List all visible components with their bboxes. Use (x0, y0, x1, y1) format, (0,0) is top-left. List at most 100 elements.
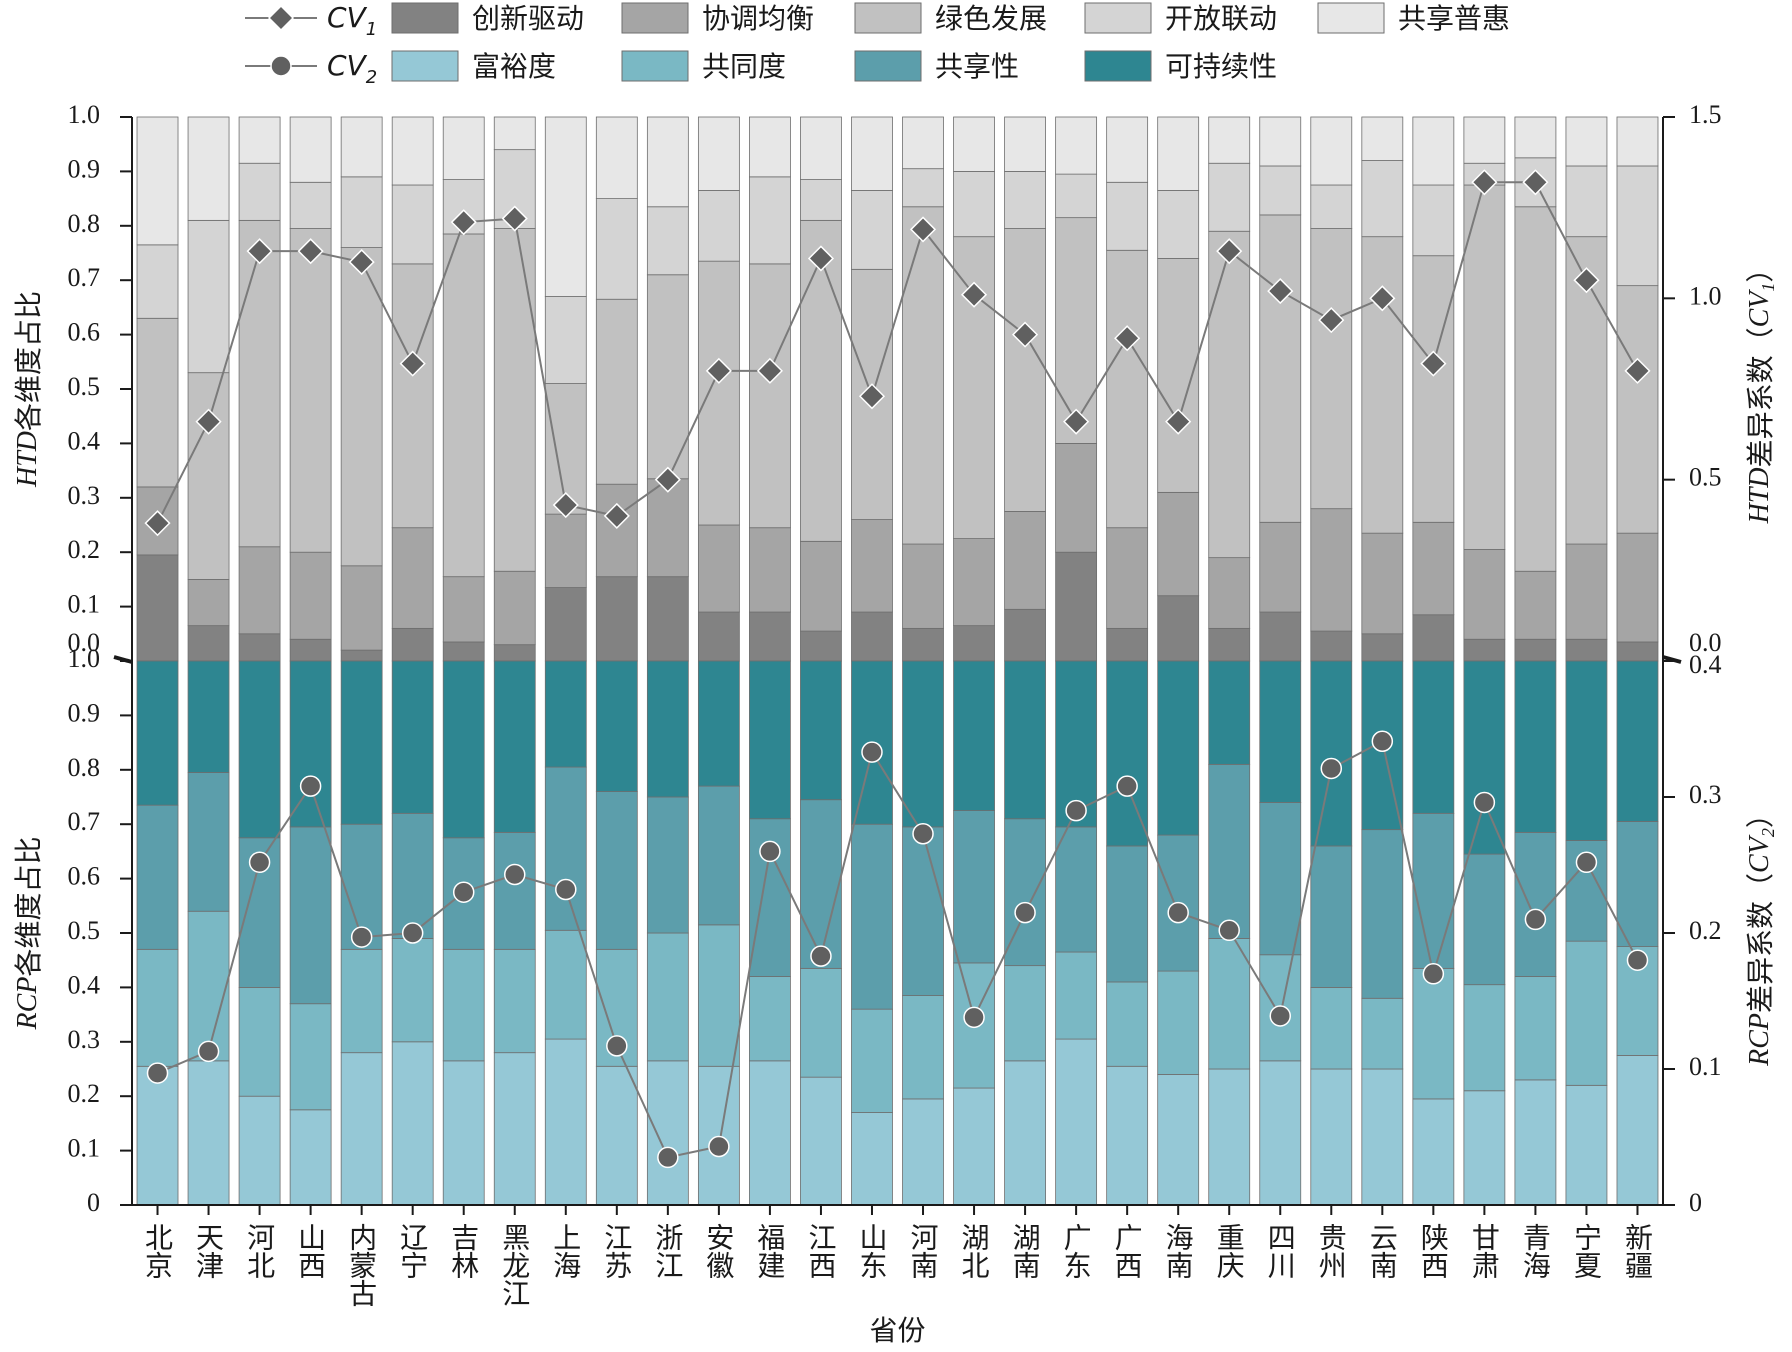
bar-segment (442, 576, 485, 643)
bar-segment (238, 219, 281, 548)
bar-segment (1106, 1065, 1149, 1206)
left-axis-title: HTD各维度占比 (12, 291, 45, 488)
bar-segment (391, 812, 434, 939)
cv-point (555, 878, 577, 901)
bar-segment (136, 554, 179, 662)
bar-segment (136, 948, 179, 1067)
bar-segment (1361, 997, 1404, 1070)
bar-segment (1157, 491, 1200, 597)
left-tick-label: 0.7 (68, 263, 101, 292)
bar-segment (1310, 508, 1353, 632)
bar-segment (340, 565, 383, 651)
bar-segment (289, 228, 332, 553)
bar-segment (1157, 660, 1200, 836)
cv-point (1318, 307, 1345, 334)
cv-point (810, 945, 832, 967)
province-label: 福建 (753, 1223, 786, 1279)
bar-segment (1004, 1060, 1046, 1206)
cv-point (606, 1035, 628, 1057)
bar-segment (136, 1065, 179, 1206)
province-label: 上海 (549, 1223, 582, 1279)
bar-segment (1565, 543, 1608, 640)
bar-segment (1055, 826, 1098, 953)
cv-point (1624, 357, 1651, 384)
bar-segment (238, 116, 281, 164)
province-label: 吉林 (447, 1223, 480, 1279)
left-tick-label: 0.6 (68, 862, 101, 891)
bar-segment (493, 116, 536, 151)
legend-swatch (391, 2, 459, 34)
bar-segment (800, 799, 842, 969)
cv-point (807, 245, 835, 272)
bar-segment (187, 116, 230, 221)
bar-segment (1616, 1055, 1659, 1206)
bar-segment (1565, 116, 1608, 167)
cv-point (1369, 285, 1396, 312)
province-axis: 北京 天津 河北 山西 内蒙古 辽宁 吉林 黑龙江 上海 江苏 浙江 安徽 福建 江西 山东 河南 湖北 湖南 广东… (132, 1204, 1663, 1347)
cv-point (1167, 901, 1189, 924)
left-tick-label: 0.7 (68, 807, 101, 836)
bar-segment (1514, 116, 1557, 159)
province-label: 江苏 (600, 1223, 633, 1279)
bar-segment (238, 660, 281, 839)
left-tick-label: 0.4 (68, 970, 101, 999)
province-label: 新疆 (1621, 1223, 1654, 1279)
bar-segment (187, 579, 230, 627)
bar-segment (187, 660, 230, 773)
cv-point (705, 357, 732, 384)
bar-segment (851, 190, 893, 270)
cv-point (759, 840, 781, 863)
bar-segment (1412, 967, 1455, 1100)
bar-segment (238, 162, 281, 221)
bar-segment (493, 831, 536, 950)
province-label: 海南 (1162, 1223, 1195, 1279)
bar-segment (1463, 660, 1506, 855)
bar-segment (1616, 641, 1659, 662)
bar-segment (749, 611, 791, 662)
bar-segment (749, 116, 791, 178)
right-tick-label: 0.3 (1689, 780, 1722, 809)
left-axis-title-prefix: HTD (12, 431, 43, 488)
bar-segment (1259, 802, 1302, 956)
bar-segment (1565, 165, 1608, 238)
bar-segment (1004, 660, 1046, 820)
bar-segment (697, 660, 740, 787)
bar-segment (187, 219, 230, 374)
bar-segment (902, 543, 944, 629)
left-tick-label: 0.8 (68, 753, 101, 782)
bar-segment (595, 576, 638, 662)
bar-segment (1157, 970, 1200, 1075)
bar-segment (391, 116, 434, 186)
left-tick-label: 0.6 (68, 318, 101, 347)
legend-line-label: CV1 (327, 1, 377, 40)
bar-segment (1157, 190, 1200, 259)
bar-segment (289, 660, 332, 828)
bar-segment (1259, 165, 1302, 216)
bar-segment (1310, 1068, 1353, 1206)
bar-segment (1514, 638, 1557, 662)
bar-segment (1106, 660, 1149, 847)
bar-segment (1106, 527, 1149, 629)
province-label: 贵州 (1315, 1223, 1348, 1279)
bar-segment (902, 1098, 944, 1206)
right-axis-title-text: 差异系数（ (1744, 327, 1777, 467)
bar-segment (544, 513, 587, 588)
legend-diamond-marker (267, 4, 295, 32)
bar-segment (749, 1060, 791, 1206)
bar-segment (1616, 660, 1659, 822)
bar-segment (851, 1008, 893, 1113)
bar-segment (1259, 1060, 1302, 1206)
bar-segment (1310, 116, 1353, 186)
bar-segment (902, 826, 944, 996)
bar-segment (595, 298, 638, 485)
cv-point (603, 502, 630, 529)
legend-swatch (1084, 2, 1152, 34)
province-label: 云南 (1366, 1223, 1399, 1279)
bar-segment (1310, 630, 1353, 662)
bar-segment (1616, 532, 1659, 643)
bar-segment (442, 1060, 485, 1206)
cv-point (1626, 949, 1649, 971)
bar-segment (1514, 1079, 1557, 1206)
bar-segment (646, 576, 689, 662)
bar-segment (1055, 660, 1098, 828)
